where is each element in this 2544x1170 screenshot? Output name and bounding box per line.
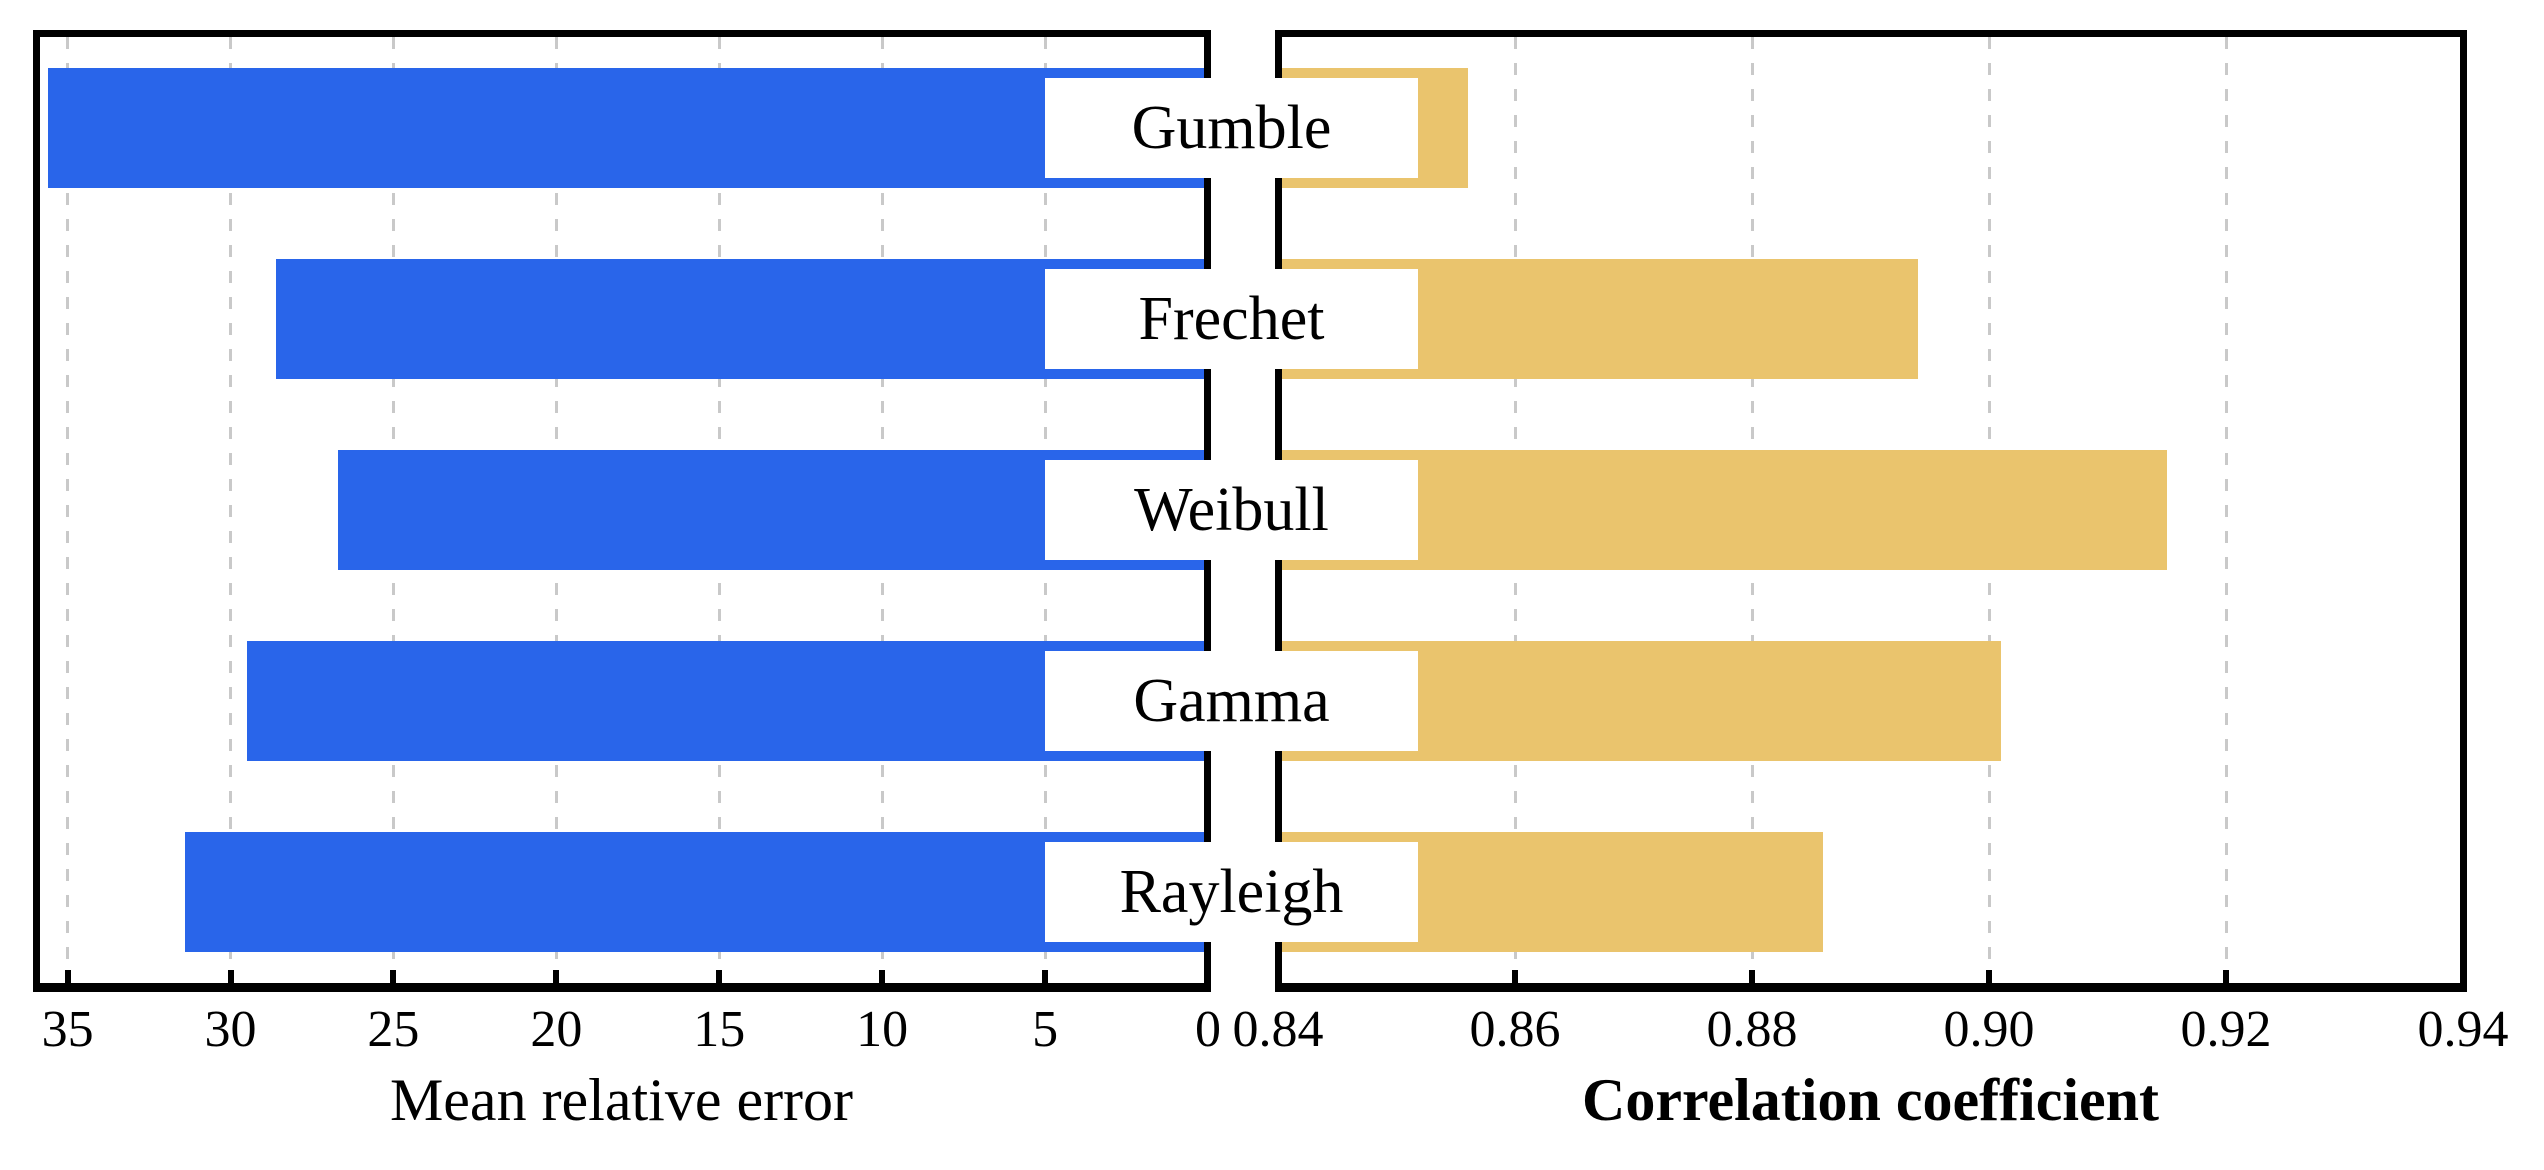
axis-tick-mark: [716, 970, 723, 983]
category-label-frechet: Frechet: [1138, 285, 1325, 354]
axis-tick-label: 0: [1195, 1001, 1221, 1058]
axis-tick-label: 0.84: [1232, 1001, 1324, 1058]
plot-spine-left: [33, 30, 40, 992]
axis-tick-label: 35: [41, 1001, 94, 1058]
axis-tick-mark: [2460, 970, 2466, 983]
category-label-box-gumble: Gumble: [1045, 78, 1418, 179]
axis-tick-label: 0.86: [1469, 1001, 1561, 1058]
axis-tick-label: 10: [856, 1001, 909, 1058]
plot-spine-right: [2460, 30, 2467, 992]
gridline: [2224, 37, 2228, 983]
category-label-box-gamma: Gamma: [1045, 650, 1418, 751]
axis-tick-label: 15: [693, 1001, 746, 1058]
axis-tick-mark: [1042, 970, 1049, 983]
axis-tick-mark: [1205, 970, 1211, 983]
bar-mean-relative-error-rayleigh: [184, 831, 1208, 952]
axis-tick-mark: [553, 970, 560, 983]
category-label-box-weibull: Weibull: [1045, 460, 1418, 560]
plot-spine-top: [33, 30, 1211, 37]
axis-tick-label: 0.88: [1706, 1001, 1798, 1058]
axis-tick-label: 30: [204, 1001, 257, 1058]
axis-tick-label: 20: [530, 1001, 583, 1058]
axis-tick-mark: [227, 970, 234, 983]
axis-tick-mark: [2223, 970, 2229, 983]
axis-tick-mark: [1749, 970, 1755, 983]
axis-tick-label: 0.92: [2180, 1001, 2272, 1058]
axis-tick-mark: [1512, 970, 1518, 983]
bar-mean-relative-error-gumble: [48, 68, 1208, 189]
x-axis-title-left: Mean relative error: [389, 1067, 854, 1133]
category-label-weibull: Weibull: [1134, 476, 1329, 544]
axis-tick-mark: [1275, 970, 1281, 983]
axis-tick-label: 0.94: [2417, 1001, 2509, 1058]
axis-tick-label: 25: [367, 1001, 420, 1058]
plot-spine-bottom-axis: [1275, 983, 2467, 992]
gridline: [66, 37, 70, 983]
axis-tick-label: 5: [1032, 1001, 1059, 1058]
category-label-box-frechet: Frechet: [1045, 269, 1418, 370]
plot-spine-top: [1275, 30, 2467, 37]
x-axis-title-right: Correlation coefficient: [1581, 1067, 2159, 1133]
axis-tick-label: 0.90: [1943, 1001, 2035, 1058]
plot-spine-bottom-axis: [33, 983, 1211, 992]
axis-tick-mark: [1986, 970, 1992, 983]
axis-tick-mark: [64, 970, 71, 983]
category-label-box-rayleigh: Rayleigh: [1045, 841, 1418, 942]
axis-tick-mark: [390, 970, 397, 983]
category-label-gumble: Gumble: [1131, 94, 1332, 163]
category-label-rayleigh: Rayleigh: [1119, 857, 1344, 926]
bar-correlation-coefficient-weibull: [1278, 450, 2167, 570]
category-label-gamma: Gamma: [1133, 666, 1330, 735]
gridline: [229, 37, 232, 983]
axis-tick-mark: [879, 970, 886, 983]
